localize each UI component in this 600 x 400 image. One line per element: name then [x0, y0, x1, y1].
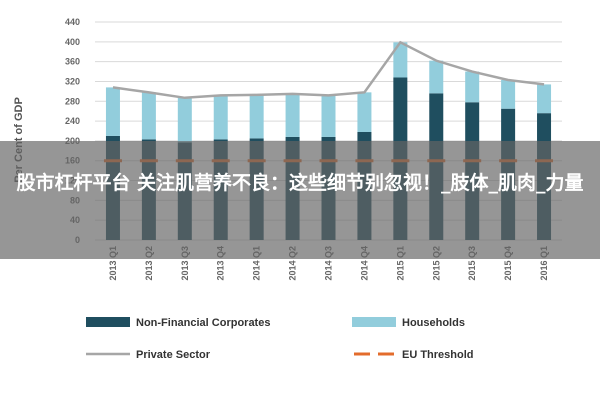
- x-tick-label-1: 2013 Q2: [144, 246, 154, 281]
- y-tick-label-9: 360: [65, 57, 80, 67]
- y-tick-label-5: 200: [65, 136, 80, 146]
- x-tick-label-6: 2014 Q3: [324, 246, 334, 281]
- bar-households-2: [177, 97, 192, 143]
- x-tick-label-4: 2014 Q1: [252, 246, 262, 281]
- bar-households-8: [393, 42, 408, 78]
- x-tick-label-10: 2015 Q3: [467, 246, 477, 281]
- legend-nonfinancial-swatch: [86, 317, 130, 327]
- legend-eu-threshold-label: EU Threshold: [402, 349, 474, 361]
- overlay-title[interactable]: 股市杠杆平台 关注肌营养不良：这些细节别忽视！_肢体_肌肉_力量: [16, 172, 584, 194]
- bar-households-11: [501, 79, 516, 109]
- x-tick-label-8: 2015 Q1: [395, 246, 405, 281]
- legend: Non-Financial Corporates Households Privat…: [86, 317, 474, 361]
- y-tick-label-10: 400: [65, 37, 80, 47]
- bar-households-3: [213, 95, 228, 140]
- x-tick-label-12: 2016 Q1: [539, 246, 549, 281]
- bar-households-7: [357, 92, 372, 132]
- y-tick-label-8: 320: [65, 76, 80, 86]
- y-tick-label-6: 240: [65, 116, 80, 126]
- x-tick-label-3: 2013 Q4: [216, 246, 226, 281]
- bar-households-12: [537, 84, 552, 114]
- y-tick-label-11: 440: [65, 17, 80, 27]
- bar-households-4: [249, 94, 264, 139]
- legend-households-swatch: [352, 317, 396, 327]
- bar-households-10: [465, 71, 480, 103]
- x-tick-label-9: 2015 Q2: [431, 246, 441, 281]
- bar-households-9: [429, 60, 444, 94]
- x-tick-label-2: 2013 Q3: [180, 246, 190, 281]
- bar-households-1: [141, 92, 156, 140]
- line-private-sector: [112, 40, 545, 100]
- overlay-band: [0, 141, 600, 259]
- bar-households-0: [105, 87, 120, 136]
- legend-nonfinancial-label: Non-Financial Corporates: [136, 317, 270, 329]
- y-tick-label-7: 280: [65, 96, 80, 106]
- x-tick-label-7: 2014 Q4: [359, 246, 369, 281]
- legend-households-label: Households: [402, 317, 465, 329]
- x-tick-label-11: 2015 Q4: [503, 246, 513, 281]
- bar-households-5: [285, 93, 300, 137]
- legend-private-sector-label: Private Sector: [136, 349, 211, 361]
- x-tick-label-5: 2014 Q2: [288, 246, 298, 281]
- x-axis-ticks: 2013 Q1 2013 Q2 2013 Q3 2013 Q4 2014 Q1 2014 …: [108, 246, 549, 281]
- x-tick-label-0: 2013 Q1: [108, 246, 118, 281]
- bar-households-6: [321, 95, 336, 137]
